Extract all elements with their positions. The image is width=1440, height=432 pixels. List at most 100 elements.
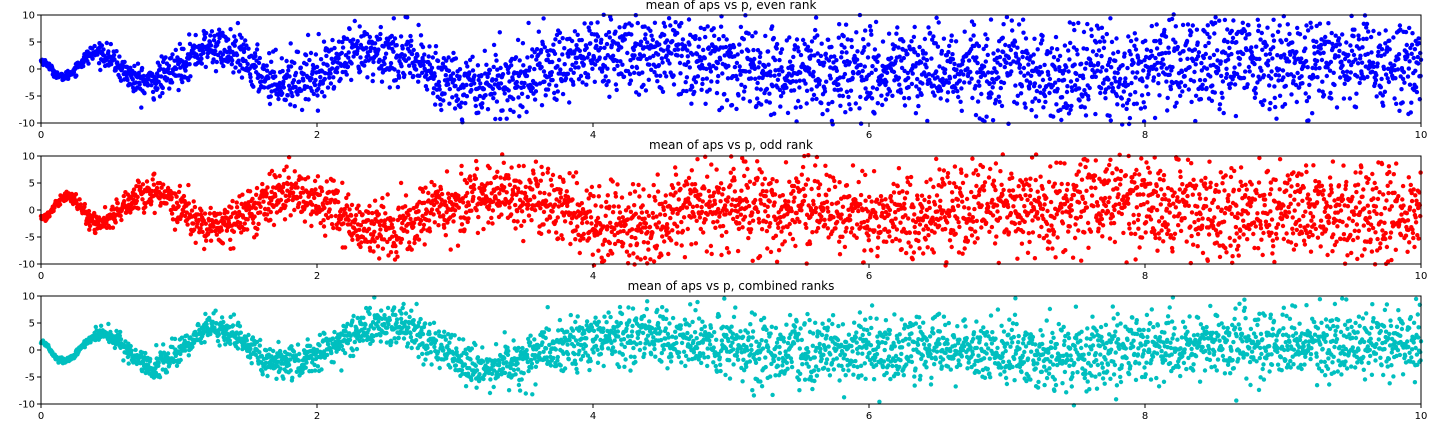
chart-title: mean of aps vs p, odd rank <box>649 138 813 152</box>
data-point <box>915 94 920 99</box>
data-point <box>579 37 584 43</box>
data-point <box>832 54 837 59</box>
data-point <box>506 176 511 181</box>
data-point <box>302 219 308 224</box>
data-point <box>1140 78 1145 84</box>
data-point <box>1109 81 1114 87</box>
data-point <box>996 75 1001 80</box>
data-point <box>247 189 253 194</box>
data-point <box>387 85 392 90</box>
data-point <box>550 59 555 65</box>
data-point <box>167 86 172 91</box>
data-point <box>784 85 789 90</box>
data-point <box>898 90 904 95</box>
data-point <box>1401 70 1407 75</box>
data-point <box>1166 45 1171 50</box>
data-point <box>1040 33 1045 39</box>
data-point <box>869 70 874 76</box>
data-point <box>532 97 538 102</box>
data-point <box>514 79 519 85</box>
data-point <box>1012 39 1018 44</box>
data-point <box>616 204 621 209</box>
data-point <box>873 19 879 25</box>
data-point <box>370 78 375 84</box>
data-point <box>635 20 640 26</box>
data-point <box>597 184 602 189</box>
data-point <box>308 50 314 56</box>
data-point <box>340 180 345 185</box>
data-point <box>1272 84 1277 89</box>
data-point <box>1186 87 1192 92</box>
data-point <box>260 181 265 187</box>
data-point <box>229 61 234 67</box>
data-point <box>647 62 652 67</box>
data-point <box>1231 18 1236 23</box>
data-point <box>589 184 595 190</box>
data-point <box>1128 52 1133 57</box>
data-point <box>117 54 122 59</box>
data-point <box>1366 29 1371 34</box>
data-point <box>358 244 363 250</box>
data-point <box>661 207 666 212</box>
data-point <box>1312 44 1317 49</box>
data-point <box>1081 29 1087 35</box>
data-point <box>202 211 208 216</box>
data-point <box>677 60 683 66</box>
data-point <box>141 73 146 79</box>
data-point <box>396 75 402 80</box>
data-point <box>468 178 473 183</box>
data-point <box>555 63 560 69</box>
data-point <box>777 57 782 63</box>
data-point <box>1340 63 1345 68</box>
data-point <box>264 68 270 73</box>
data-point <box>1075 52 1080 57</box>
data-point <box>436 79 442 85</box>
data-point <box>432 73 437 79</box>
data-point <box>1048 50 1053 55</box>
data-point <box>372 41 378 46</box>
data-point <box>643 32 648 37</box>
data-point <box>1193 62 1198 67</box>
data-point <box>703 34 708 40</box>
data-point <box>300 185 305 191</box>
data-point <box>569 38 575 44</box>
data-point <box>1032 36 1037 41</box>
data-point <box>552 51 558 56</box>
data-point <box>231 246 236 251</box>
data-point <box>1154 46 1160 51</box>
data-point <box>649 33 654 38</box>
data-point <box>160 85 165 91</box>
data-point <box>283 97 288 103</box>
data-point <box>155 86 160 91</box>
data-point <box>1074 71 1079 77</box>
data-point <box>676 181 681 186</box>
data-point <box>256 221 261 227</box>
x-tick-label: 8 <box>1142 130 1148 141</box>
data-point <box>286 175 291 180</box>
data-point <box>997 54 1003 60</box>
data-point <box>690 84 695 90</box>
data-point <box>1406 66 1412 71</box>
data-point <box>1194 27 1200 32</box>
data-point <box>1297 32 1303 37</box>
data-point <box>1347 76 1352 81</box>
data-point <box>627 253 632 258</box>
data-point <box>891 69 897 75</box>
data-point <box>455 243 461 248</box>
data-point <box>465 64 470 69</box>
data-point <box>1016 22 1022 27</box>
data-point <box>273 47 278 52</box>
data-point <box>1180 89 1185 94</box>
data-point <box>541 222 546 227</box>
data-point <box>627 191 633 196</box>
data-point <box>889 55 894 61</box>
data-point <box>242 221 247 226</box>
data-point <box>426 190 431 196</box>
data-point <box>288 41 293 46</box>
data-point <box>690 204 696 209</box>
data-point <box>236 69 242 74</box>
data-point <box>538 178 543 183</box>
data-point <box>532 208 538 213</box>
data-point <box>807 66 812 71</box>
data-point <box>634 65 640 71</box>
